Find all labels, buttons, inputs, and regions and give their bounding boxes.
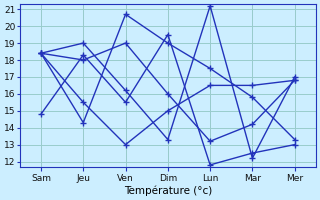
X-axis label: Température (°c): Température (°c) — [124, 185, 212, 196]
